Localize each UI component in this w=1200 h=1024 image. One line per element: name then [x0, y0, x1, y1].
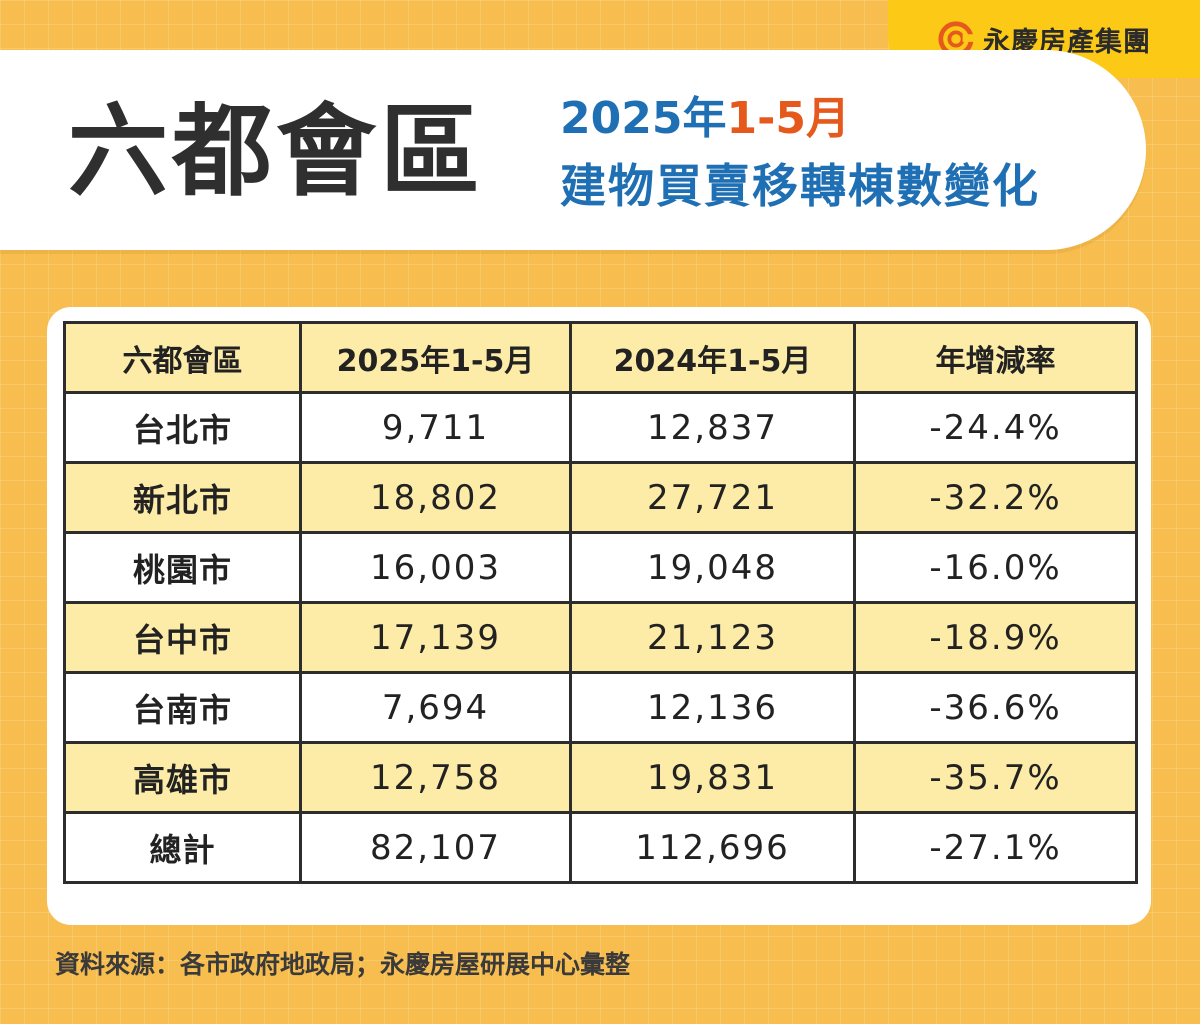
table-row: 台南市 7,694 12,136 -36.6%: [63, 671, 1138, 744]
region-cell: 桃園市: [63, 531, 302, 604]
table-row: 台中市 17,139 21,123 -18.9%: [63, 601, 1138, 674]
table-row: 高雄市 12,758 19,831 -35.7%: [63, 741, 1138, 814]
period-year: 2025年: [560, 93, 727, 144]
column-header-region: 六都會區: [63, 321, 302, 394]
column-header-2025: 2025年1-5月: [299, 321, 572, 394]
page-title: 六都會區: [68, 93, 484, 210]
period-range: 1-5月: [726, 93, 850, 144]
region-cell: 新北市: [63, 461, 302, 534]
transfer-table: 六都會區 2025年1-5月 2024年1-5月 年增減率 台北市 9,711 …: [63, 321, 1138, 884]
column-header-2024: 2024年1-5月: [569, 321, 856, 394]
value-2025-cell: 7,694: [299, 671, 572, 744]
total-2025-cell: 82,107: [299, 811, 572, 884]
value-2024-cell: 19,831: [569, 741, 856, 814]
title-banner: [0, 50, 1146, 250]
table-row: 台北市 9,711 12,837 -24.4%: [63, 391, 1138, 464]
value-2025-cell: 9,711: [299, 391, 572, 464]
change-cell: -32.2%: [853, 461, 1138, 534]
region-cell: 台北市: [63, 391, 302, 464]
region-cell: 高雄市: [63, 741, 302, 814]
source-note: 資料來源：各市政府地政局；永慶房屋研展中心彙整: [55, 950, 631, 979]
period-label: 2025年1-5月: [560, 90, 850, 148]
change-cell: -16.0%: [853, 531, 1138, 604]
value-2024-cell: 12,136: [569, 671, 856, 744]
table-row: 新北市 18,802 27,721 -32.2%: [63, 461, 1138, 534]
region-cell: 台中市: [63, 601, 302, 674]
value-2024-cell: 12,837: [569, 391, 856, 464]
change-cell: -18.9%: [853, 601, 1138, 674]
total-2024-cell: 112,696: [569, 811, 856, 884]
page-subtitle: 建物買賣移轉棟數變化: [560, 159, 1040, 213]
value-2025-cell: 16,003: [299, 531, 572, 604]
region-cell: 台南市: [63, 671, 302, 744]
change-cell: -36.6%: [853, 671, 1138, 744]
table-row: 桃園市 16,003 19,048 -16.0%: [63, 531, 1138, 604]
change-cell: -35.7%: [853, 741, 1138, 814]
total-label-cell: 總計: [63, 811, 302, 884]
column-header-change: 年增減率: [853, 321, 1138, 394]
value-2024-cell: 19,048: [569, 531, 856, 604]
table-total-row: 總計 82,107 112,696 -27.1%: [63, 811, 1138, 884]
value-2025-cell: 18,802: [299, 461, 572, 534]
value-2024-cell: 21,123: [569, 601, 856, 674]
value-2024-cell: 27,721: [569, 461, 856, 534]
change-cell: -24.4%: [853, 391, 1138, 464]
value-2025-cell: 12,758: [299, 741, 572, 814]
value-2025-cell: 17,139: [299, 601, 572, 674]
total-change-cell: -27.1%: [853, 811, 1138, 884]
table-header-row: 六都會區 2025年1-5月 2024年1-5月 年增減率: [63, 321, 1138, 394]
